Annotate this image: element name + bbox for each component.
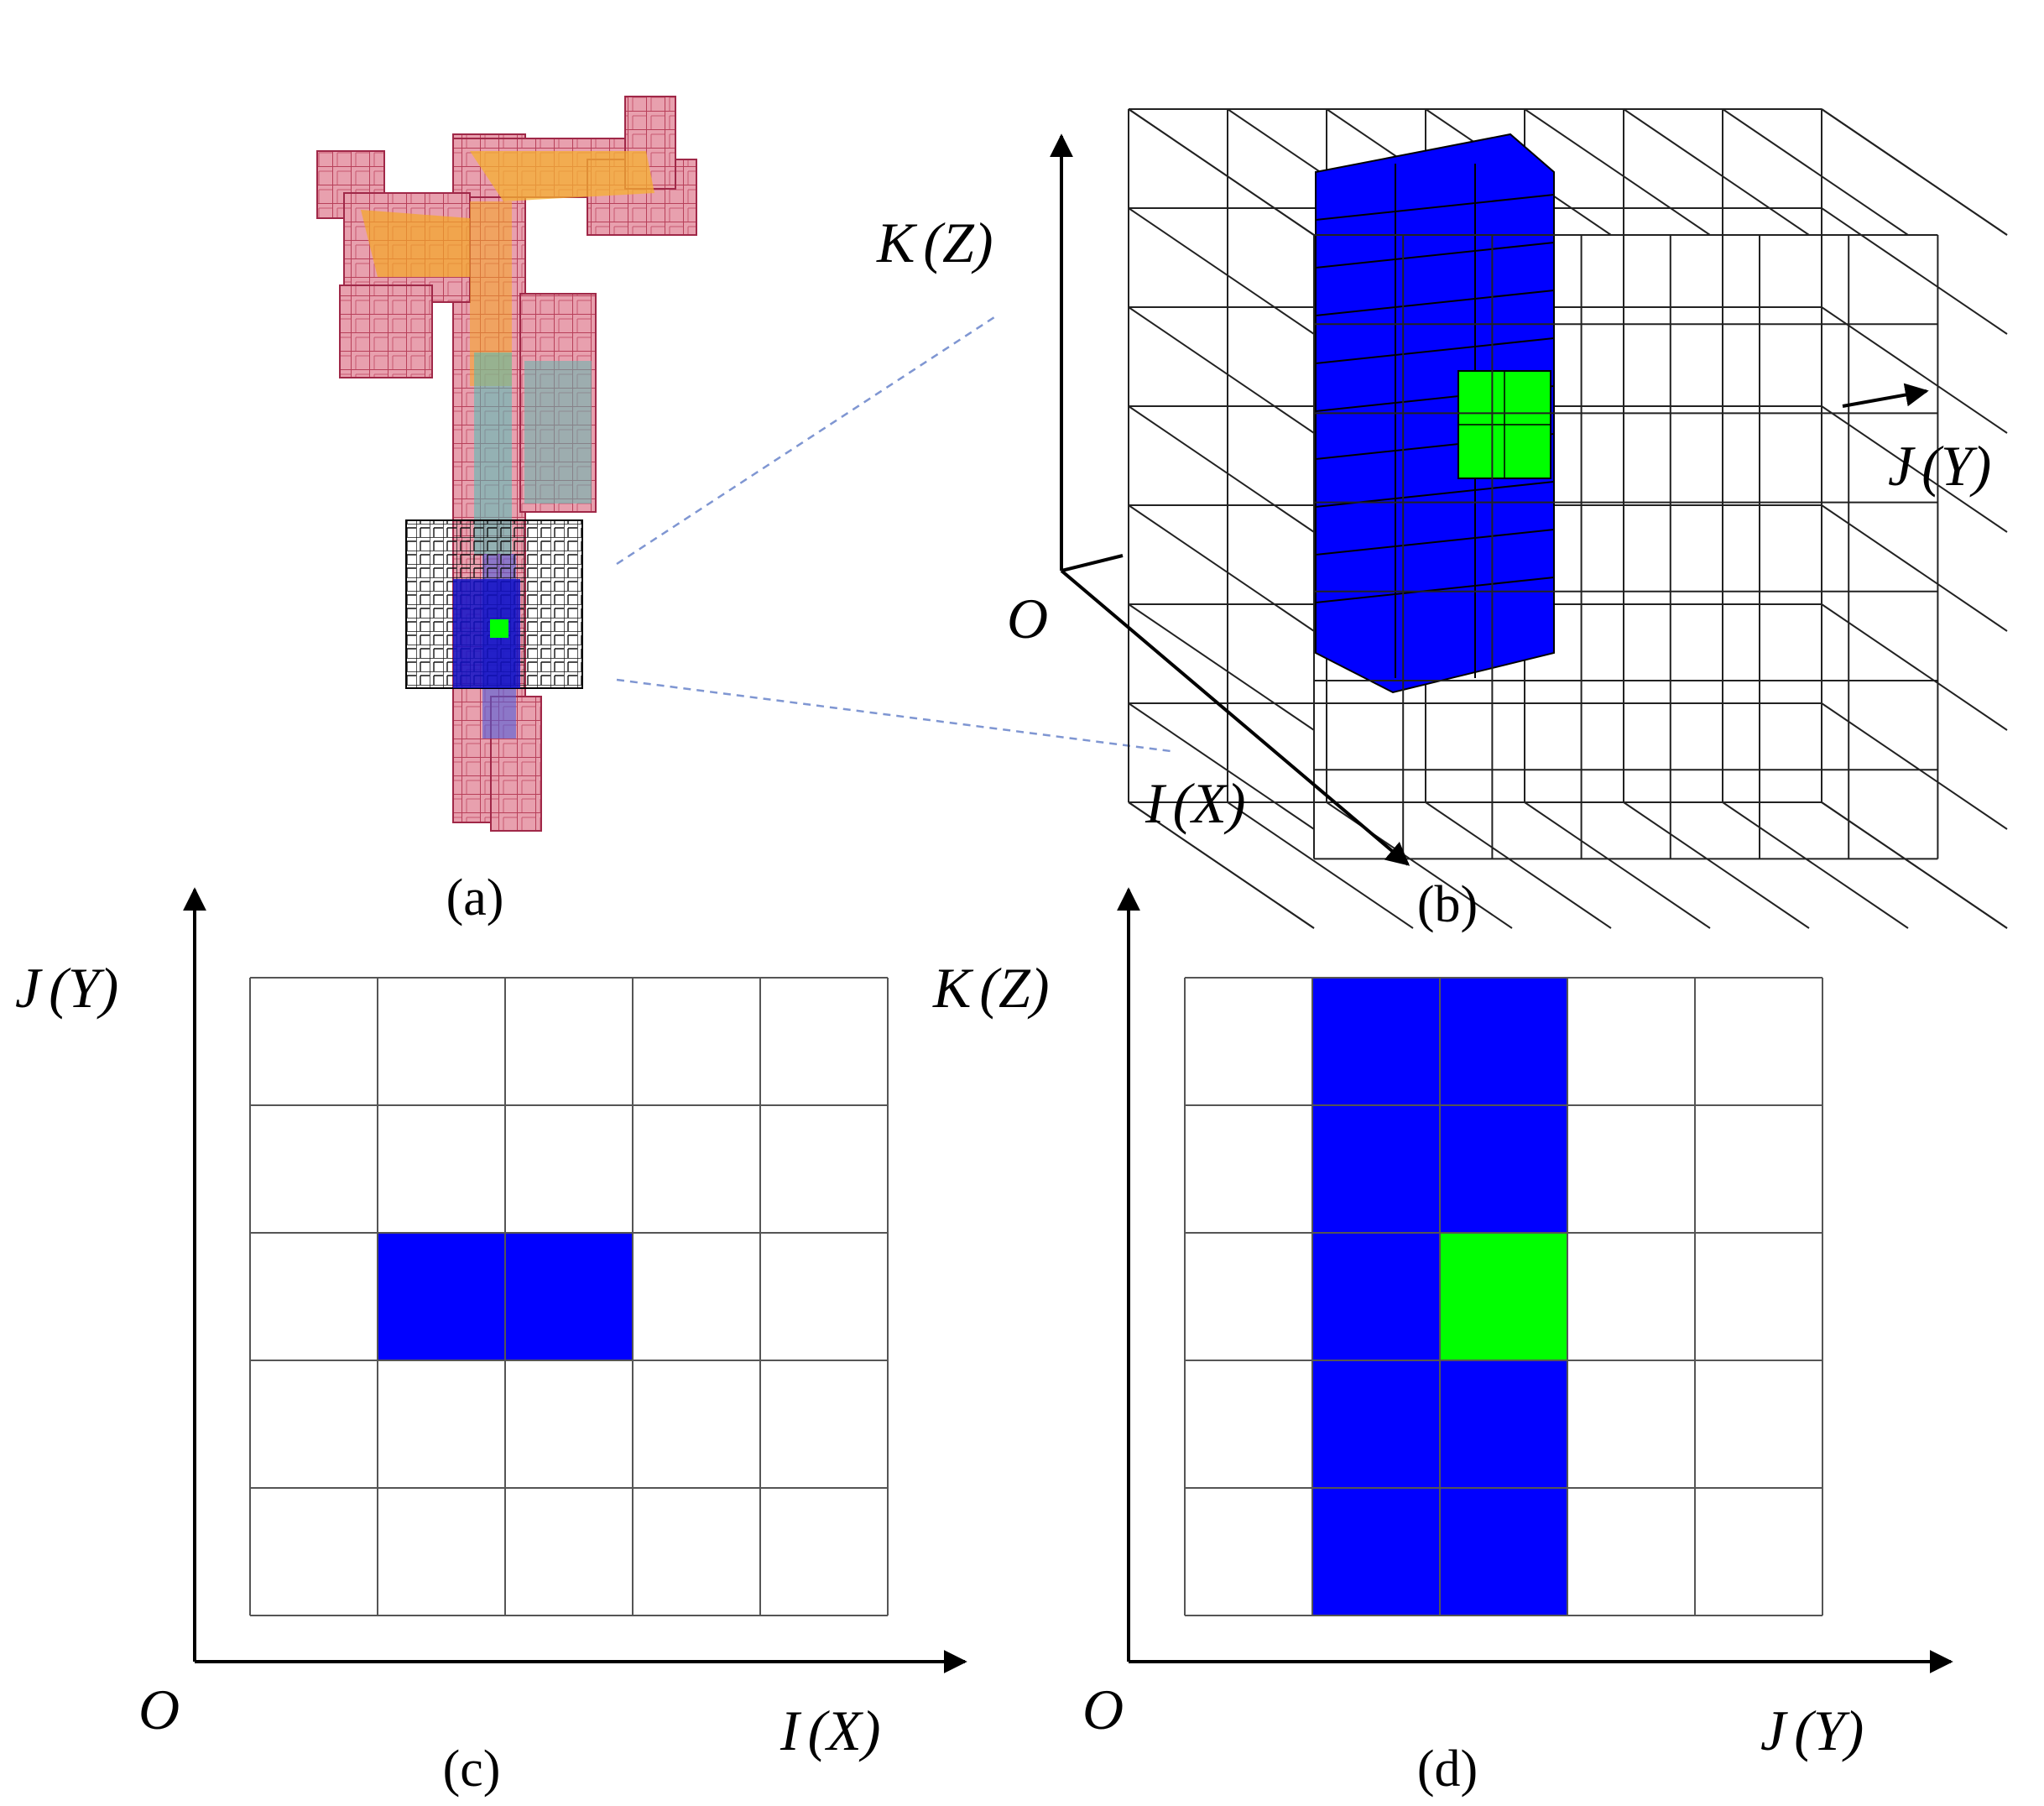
grid3d-depth-line — [1722, 108, 1909, 236]
grid-d — [1184, 977, 1823, 1616]
grid-cell-blue — [1312, 1488, 1440, 1615]
grid-cell-blue — [1440, 1105, 1567, 1233]
label-c-x: I (X) — [780, 1699, 880, 1762]
grid3d-depth-line — [1425, 801, 1612, 929]
label-c-y: J (Y) — [15, 956, 118, 1020]
origin-d: O — [1082, 1678, 1124, 1741]
label-j-y: J (Y) — [1888, 434, 1991, 498]
grid-cell-blue — [1440, 1488, 1567, 1615]
grid3d-depth-line — [1821, 108, 2008, 236]
grid3d-depth-line — [1128, 108, 1315, 236]
panel-b: K (Z) J (Y) I (X) O (b) — [876, 108, 2008, 933]
grid3d-depth-line — [1623, 801, 1810, 929]
panel-a: (a) — [316, 96, 697, 926]
grid3d-depth-line — [1524, 801, 1711, 929]
grid3d-depth-line — [1128, 405, 1315, 533]
caption-c: (c) — [443, 1741, 501, 1798]
origin-c: O — [138, 1678, 180, 1741]
grid-cell-blue — [378, 1233, 505, 1360]
grid3d-depth-line — [1128, 603, 1315, 731]
grid3d-depth-line — [1821, 702, 2008, 830]
label-d-x: J (Y) — [1760, 1699, 1864, 1762]
grid3d-depth-line — [1821, 504, 2008, 632]
label-d-y: K (Z) — [932, 956, 1049, 1020]
axis-j-stub — [1061, 554, 1124, 572]
caption-a: (a) — [446, 869, 504, 926]
grid-cell-blue — [1312, 978, 1440, 1105]
grid-3d — [1128, 108, 2008, 929]
grid3d-depth-line — [1227, 801, 1414, 929]
grid-cell-blue — [1312, 1105, 1440, 1233]
grid-cell-blue — [1440, 1360, 1567, 1488]
blue-column-line — [1315, 242, 1555, 269]
axis-j-arrow — [1842, 383, 1929, 408]
grid-c — [249, 977, 889, 1616]
grid3d-depth-line — [1821, 801, 2008, 929]
grid3d-depth-line — [1821, 306, 2008, 434]
blue-column-line — [1315, 529, 1555, 556]
blue-column-line — [1315, 337, 1555, 364]
grid3d-depth-line — [1821, 603, 2008, 731]
label-i-x: I (X) — [1145, 771, 1245, 835]
grid3d-depth-line — [1128, 801, 1315, 929]
grid3d-depth-line — [1821, 207, 2008, 335]
grid-cell-blue — [1312, 1233, 1440, 1360]
grid3d-depth-line — [1623, 108, 1810, 236]
grid3d-depth-line — [1128, 207, 1315, 335]
label-k-z: K (Z) — [876, 211, 993, 274]
caption-d: (d) — [1417, 1741, 1478, 1798]
caption-b: (b) — [1417, 876, 1478, 933]
grid-cell-blue — [1440, 978, 1567, 1105]
grid3d-depth-line — [1524, 108, 1711, 236]
blue-column-line — [1315, 577, 1555, 603]
grid3d-depth-line — [1821, 405, 2008, 533]
zoom-leader-lines — [616, 316, 1171, 753]
grid3d-depth-line — [1128, 702, 1315, 830]
grid3d-depth-line — [1722, 801, 1909, 929]
voxel-model — [316, 96, 697, 832]
origin-b: O — [1007, 587, 1048, 650]
grid-cell-green — [1440, 1233, 1567, 1360]
blue-column-line — [1315, 290, 1555, 316]
blue-column-line — [1315, 194, 1555, 221]
grid-cell-blue — [505, 1233, 633, 1360]
grid3d-depth-line — [1128, 306, 1315, 434]
panel-d: K (Z) J (Y) O (d) — [932, 887, 1953, 1798]
grid3d-depth-line — [1128, 504, 1315, 632]
grid-cell-blue — [1312, 1360, 1440, 1488]
axes-3d — [1050, 133, 1929, 866]
panel-c: J (Y) I (X) O (c) — [15, 887, 967, 1798]
axis-i-arrow — [1060, 569, 1410, 866]
